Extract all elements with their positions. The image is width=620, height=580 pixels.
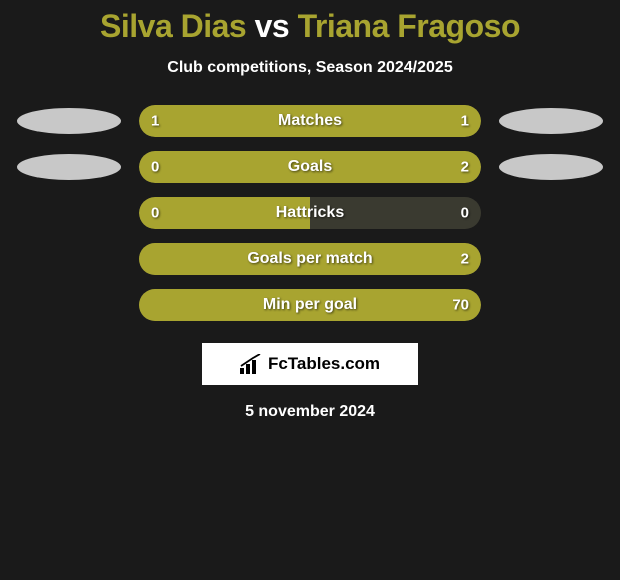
stat-row: 11Matches — [0, 105, 620, 137]
subtitle: Club competitions, Season 2024/2025 — [0, 59, 620, 77]
stat-bar: 02Goals — [139, 151, 481, 183]
stat-right-value: 2 — [461, 159, 469, 176]
player2-badge — [499, 154, 603, 180]
stat-row: 2Goals per match — [0, 243, 620, 275]
bar-fill-left — [139, 197, 310, 229]
stat-right-value: 1 — [461, 113, 469, 130]
date: 5 november 2024 — [0, 403, 620, 421]
stat-right-value: 70 — [452, 297, 469, 314]
stat-row: 00Hattricks — [0, 197, 620, 229]
title-player2: Triana Fragoso — [298, 8, 520, 44]
brand-box: FcTables.com — [202, 343, 418, 385]
stat-bar: 00Hattricks — [139, 197, 481, 229]
player1-badge — [17, 154, 121, 180]
stat-bar: 70Min per goal — [139, 289, 481, 321]
stat-row: 02Goals — [0, 151, 620, 183]
bar-fill-right — [139, 289, 481, 321]
player1-badge — [17, 108, 121, 134]
stat-bar: 11Matches — [139, 105, 481, 137]
title: Silva Dias vs Triana Fragoso — [0, 8, 620, 45]
stat-bar: 2Goals per match — [139, 243, 481, 275]
bar-fill-right — [139, 243, 481, 275]
stat-row: 70Min per goal — [0, 289, 620, 321]
bar-fill-left — [139, 105, 310, 137]
comparison-card: Silva Dias vs Triana Fragoso Club compet… — [0, 0, 620, 421]
stat-rows: 11Matches02Goals00Hattricks2Goals per ma… — [0, 105, 620, 321]
title-player1: Silva Dias — [100, 8, 246, 44]
stat-left-value: 1 — [151, 113, 159, 130]
brand-text: FcTables.com — [268, 354, 380, 374]
stat-left-value: 0 — [151, 159, 159, 176]
bar-fill-left — [139, 151, 201, 183]
stat-right-value: 0 — [461, 205, 469, 222]
title-vs: vs — [255, 8, 290, 44]
brand-chart-icon — [240, 354, 262, 374]
player2-badge — [499, 108, 603, 134]
stat-left-value: 0 — [151, 205, 159, 222]
bar-fill-right — [201, 151, 481, 183]
bar-fill-right — [310, 105, 481, 137]
stat-right-value: 2 — [461, 251, 469, 268]
